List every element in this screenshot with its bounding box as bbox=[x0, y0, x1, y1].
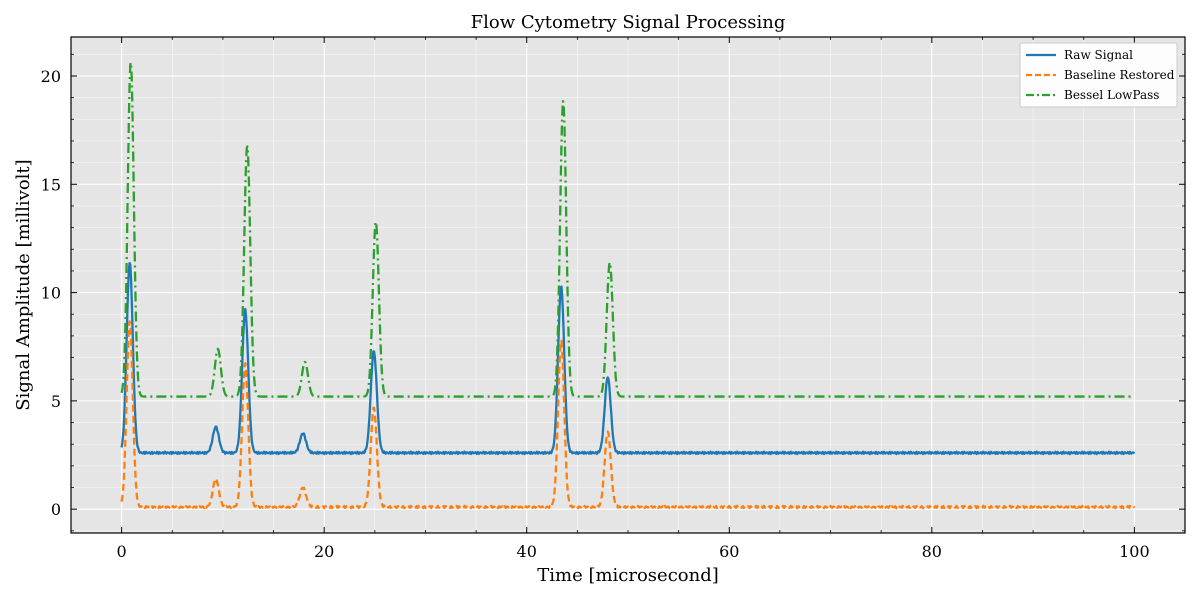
x-tick-label: 80 bbox=[922, 542, 942, 561]
x-tick-label: 0 bbox=[117, 542, 127, 561]
legend-label-bessel-lowpass: Bessel LowPass bbox=[1064, 88, 1159, 102]
y-tick-label: 15 bbox=[41, 175, 61, 194]
legend-label-raw-signal: Raw Signal bbox=[1064, 48, 1133, 62]
minor-gridlines bbox=[70, 37, 1186, 533]
series-line-raw-signal bbox=[120, 261, 1136, 456]
series-line-baseline-restored bbox=[120, 320, 1136, 510]
y-tick-label: 20 bbox=[41, 67, 61, 86]
y-tick-label: 0 bbox=[51, 500, 61, 519]
legend-label-baseline-restored: Baseline Restored bbox=[1064, 68, 1175, 82]
x-tick-label: 60 bbox=[719, 542, 739, 561]
x-tick-label: 40 bbox=[517, 542, 537, 561]
chart-title: Flow Cytometry Signal Processing bbox=[471, 12, 786, 33]
y-axis-label: Signal Amplitude [millivolt] bbox=[13, 159, 34, 410]
series-layer bbox=[120, 61, 1136, 510]
x-tick-label: 20 bbox=[314, 542, 334, 561]
y-tick-label: 5 bbox=[51, 392, 61, 411]
x-axis-label: Time [microsecond] bbox=[537, 565, 719, 586]
legend: Raw Signal Baseline Restored Bessel LowP… bbox=[1019, 42, 1178, 108]
y-tick-label: 10 bbox=[41, 284, 61, 303]
legend-box bbox=[1019, 42, 1178, 108]
axis-ticks: 0 20 40 60 80 100 0 5 10 15 20 bbox=[41, 37, 1186, 561]
x-tick-label: 100 bbox=[1119, 542, 1150, 561]
major-gridlines bbox=[71, 37, 1185, 533]
